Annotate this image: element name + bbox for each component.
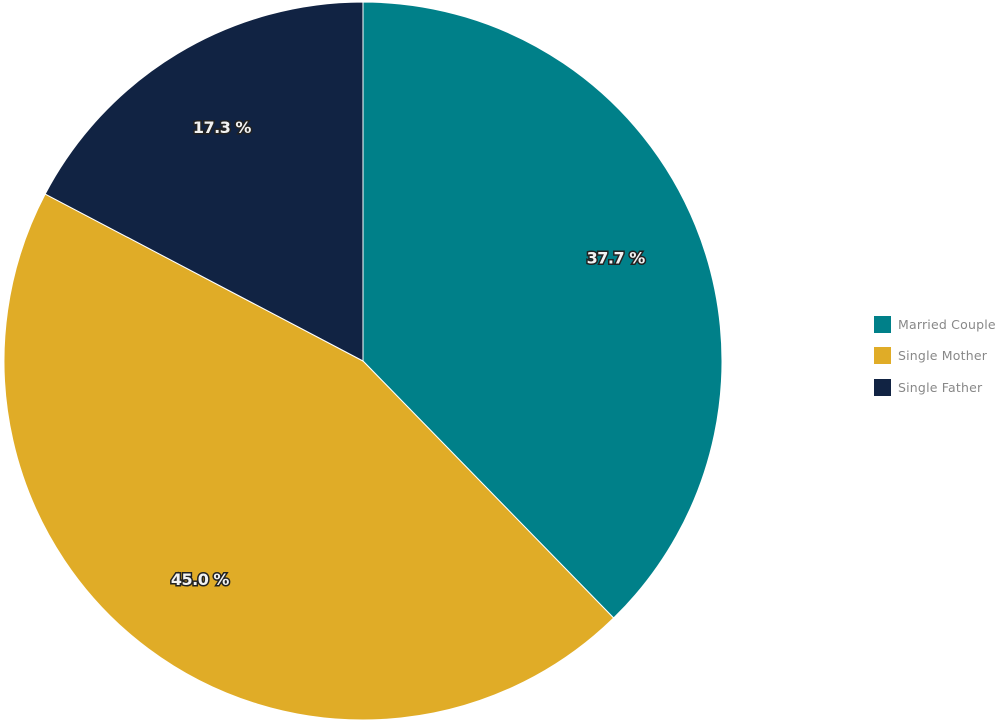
legend-swatch-married-couple xyxy=(874,315,891,333)
legend-label-single-father: Single Father xyxy=(898,379,983,395)
slice-label-single-mother: 45.0 % xyxy=(171,570,230,589)
legend-item-single-father[interactable]: Single Father xyxy=(874,378,1003,396)
pie-slice-married-couple[interactable] xyxy=(362,1,723,619)
legend-swatch-single-mother xyxy=(874,347,891,364)
legend-swatch-single-father xyxy=(874,378,891,396)
pie-slice-single-mother[interactable] xyxy=(3,193,615,721)
pie-slice-single-father[interactable] xyxy=(44,1,364,362)
legend-label-single-mother: Single Mother xyxy=(898,348,988,363)
legend: Married Couple Single Mother Single Fath… xyxy=(874,315,1003,410)
legend-label-married-couple: Married Couple xyxy=(898,316,996,332)
slice-label-single-father: 17.3 % xyxy=(193,118,252,137)
slice-label-married-couple: 37.7 % xyxy=(587,249,646,268)
legend-item-single-mother[interactable]: Single Mother xyxy=(874,347,1003,365)
legend-item-married-couple[interactable]: Married Couple xyxy=(874,315,1003,333)
slices-layer xyxy=(3,1,723,721)
labels-layer: 37.7 % 45.0 % 17.3 % xyxy=(169,117,647,591)
